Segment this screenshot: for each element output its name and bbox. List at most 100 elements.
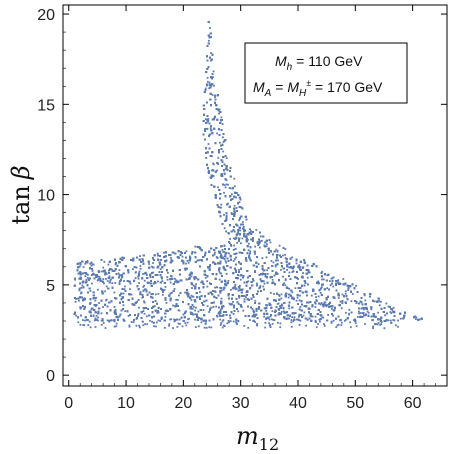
- scatter-point: [206, 118, 208, 121]
- scatter-point: [198, 259, 201, 262]
- scatter-point: [339, 300, 342, 303]
- scatter-point: [257, 240, 259, 243]
- scatter-point: [310, 294, 313, 297]
- scatter-point: [205, 157, 208, 159]
- scatter-point: [287, 296, 290, 299]
- scatter-point: [283, 282, 286, 285]
- scatter-point: [78, 287, 81, 290]
- scatter-point: [221, 249, 224, 251]
- scatter-point: [152, 271, 154, 274]
- scatter-point: [142, 310, 145, 312]
- scatter-point: [259, 235, 262, 238]
- scatter-point: [266, 243, 268, 246]
- scatter-point: [266, 269, 268, 272]
- scatter-point: [293, 316, 296, 319]
- scatter-point: [75, 314, 77, 317]
- scatter-point: [271, 281, 274, 284]
- scatter-point: [220, 297, 223, 300]
- scatter-point: [255, 229, 258, 231]
- scatter-point: [175, 298, 177, 301]
- scatter-point: [326, 287, 329, 289]
- scatter-point: [284, 284, 287, 287]
- scatter-point: [186, 260, 189, 262]
- scatter-point: [345, 311, 347, 314]
- scatter-point: [190, 294, 193, 297]
- scatter-point: [151, 265, 153, 268]
- scatter-point: [207, 118, 210, 120]
- scatter-point: [97, 275, 100, 278]
- scatter-point: [75, 298, 77, 300]
- scatter-point: [380, 300, 382, 303]
- scatter-point: [89, 290, 92, 292]
- scatter-point: [284, 248, 287, 250]
- scatter-point: [276, 303, 279, 305]
- scatter-point: [390, 312, 393, 314]
- scatter-point: [247, 238, 249, 241]
- scatter-point: [219, 286, 221, 289]
- scatter-point: [232, 301, 234, 303]
- scatter-point: [80, 286, 83, 289]
- scatter-point: [157, 280, 159, 283]
- scatter-point: [148, 281, 150, 284]
- scatter-point: [161, 280, 164, 282]
- scatter-point: [157, 319, 160, 322]
- scatter-point: [314, 306, 317, 308]
- scatter-point: [278, 312, 280, 314]
- scatter-point: [363, 294, 366, 297]
- scatter-point: [218, 278, 221, 281]
- scatter-point: [221, 123, 224, 125]
- scatter-point: [319, 288, 322, 291]
- scatter-point: [257, 244, 260, 246]
- scatter-point: [124, 285, 126, 288]
- scatter-point: [223, 184, 226, 186]
- scatter-point: [278, 244, 281, 247]
- scatter-point: [218, 270, 221, 273]
- scatter-point: [314, 315, 317, 318]
- scatter-point: [280, 297, 283, 300]
- scatter-point: [146, 274, 148, 276]
- scatter-point: [291, 256, 294, 259]
- scatter-point: [238, 269, 240, 271]
- scatter-point: [262, 280, 265, 283]
- scatter-point: [262, 285, 265, 288]
- scatter-point: [87, 273, 89, 276]
- scatter-point: [113, 291, 116, 294]
- scatter-point: [362, 306, 364, 309]
- scatter-point: [319, 292, 322, 294]
- scatter-point: [224, 260, 227, 262]
- scatter-point: [134, 277, 137, 279]
- scatter-point: [129, 293, 132, 296]
- scatter-point: [193, 278, 196, 281]
- scatter-point: [322, 278, 325, 281]
- scatter-point: [209, 27, 211, 29]
- scatter-point: [220, 203, 223, 206]
- scatter-point: [232, 260, 235, 262]
- scatter-point: [137, 275, 140, 278]
- scatter-point: [139, 265, 142, 267]
- scatter-point: [79, 306, 82, 309]
- scatter-point: [113, 306, 116, 308]
- scatter-point: [280, 310, 283, 313]
- scatter-point: [157, 293, 160, 295]
- scatter-point: [230, 288, 232, 291]
- scatter-point: [367, 311, 370, 314]
- scatter-point: [267, 249, 270, 252]
- scatter-point: [174, 277, 176, 280]
- scatter-point: [212, 70, 215, 73]
- scatter-point: [175, 304, 178, 307]
- scatter-point: [284, 257, 287, 259]
- scatter-point: [233, 258, 236, 260]
- scatter-point: [247, 249, 250, 252]
- scatter-point: [282, 275, 284, 278]
- scatter-point: [222, 319, 225, 321]
- scatter-point: [105, 298, 108, 301]
- scatter-point: [143, 312, 146, 315]
- scatter-point: [217, 163, 219, 165]
- scatter-point: [199, 291, 201, 293]
- scatter-point: [325, 297, 328, 299]
- scatter-point: [274, 264, 277, 266]
- scatter-point: [239, 284, 241, 287]
- scatter-point: [164, 315, 167, 318]
- scatter-point: [229, 187, 232, 190]
